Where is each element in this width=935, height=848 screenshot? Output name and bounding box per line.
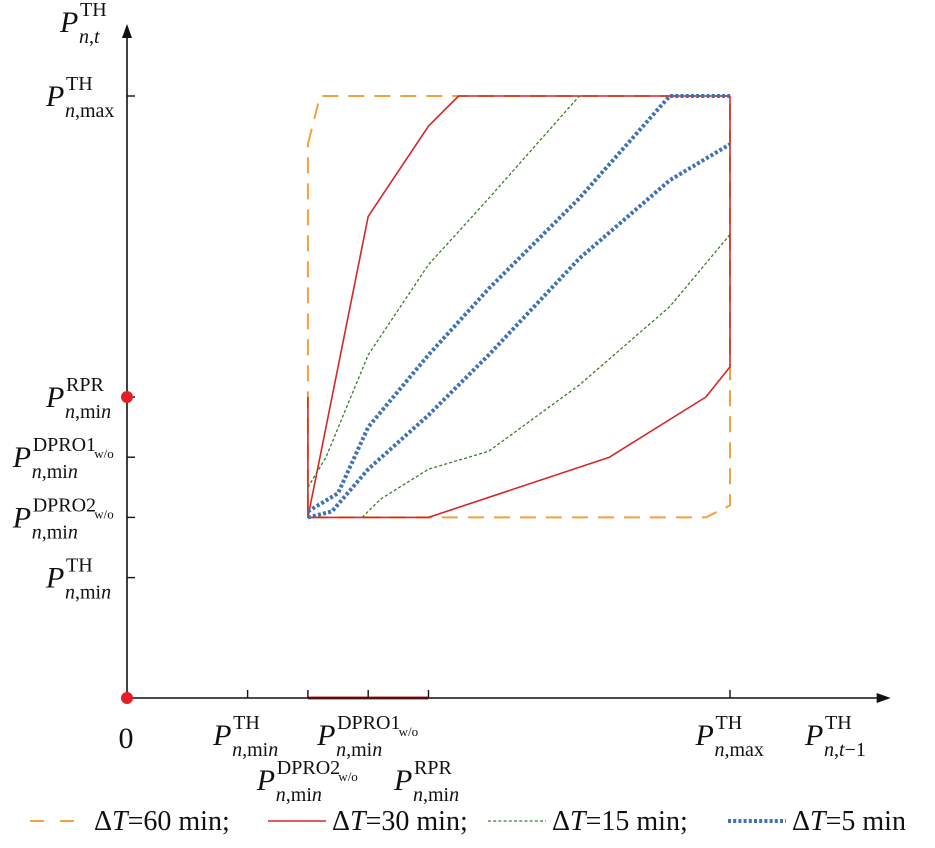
x-tick-label-3-main: P <box>393 764 412 797</box>
x-tick-label-4-main: P <box>695 719 714 752</box>
series-line-1-0 <box>307 95 731 519</box>
x-tick-label-0: P TH n,min <box>212 712 278 761</box>
series-line-3-0 <box>306 94 730 514</box>
y-tick-label-2-supsub: w/o <box>94 446 114 461</box>
legend-item-3: ΔT=5 min <box>728 806 906 837</box>
y-axis-arrow <box>122 23 132 38</box>
x-tick-label-4: P TH n,max <box>695 712 764 761</box>
x-tick-label-1-supsub: w/o <box>338 769 358 784</box>
x-tick-label-4-sub: n,max <box>715 739 764 761</box>
legend-label-0: ΔT=60 min; <box>94 806 230 837</box>
x-tick-label-3-sub: n,min <box>413 784 459 806</box>
y-tick-label-3-sub: n,min <box>65 401 111 423</box>
y-axis-title-sub: n,t <box>79 26 100 48</box>
x-tick-label-2-main: P <box>316 719 335 752</box>
y-tick-label-2-main: P <box>12 441 31 474</box>
legend: ΔT=60 min; ΔT=30 min; ΔT=15 min; ΔT=5 min <box>30 806 906 837</box>
series-line-2-1 <box>361 234 731 518</box>
y-tick-label-3-main: P <box>45 381 64 414</box>
series-line-2-0 <box>307 95 580 488</box>
x-axis-title-main: P <box>804 719 823 752</box>
legend-item-0: ΔT=60 min; <box>30 806 230 837</box>
x-tick-label-4-sup: TH <box>716 712 743 734</box>
y-tick-label-4-sub: n,max <box>65 100 114 122</box>
legend-item-1: ΔT=30 min; <box>268 806 468 837</box>
y-tick-label-2-sup: DPRO1 <box>33 434 96 456</box>
marker-dot-1 <box>121 391 133 403</box>
x-tick-label-0-sup: TH <box>233 712 260 734</box>
y-tick-label-1-main: P <box>12 501 31 534</box>
x-axis-title-sup: TH <box>825 712 852 734</box>
legend-label-3: ΔT=5 min <box>792 806 906 837</box>
y-tick-label-4-sup: TH <box>66 73 93 95</box>
legend-item-2: ΔT=15 min; <box>488 806 688 837</box>
y-tick-label-4-main: P <box>45 80 64 113</box>
legend-label-1: ΔT=30 min; <box>332 806 468 837</box>
x-tick-label-2-sub: n,min <box>336 739 382 761</box>
axes-layer <box>121 23 891 704</box>
origin-label: 0 <box>119 722 134 755</box>
y-tick-label-2-sub: n,min <box>32 461 78 483</box>
x-axis-title: P TH n,t−1 <box>804 712 866 761</box>
x-tick-label-0-sub: n,min <box>232 739 278 761</box>
y-tick-label-4: P TH n,max <box>45 73 114 122</box>
x-tick-label-3-sup: RPR <box>414 757 452 779</box>
y-axis-title: P TH n,t <box>59 0 107 48</box>
series-layer <box>306 94 732 520</box>
y-tick-label-1-sup: DPRO2 <box>33 494 96 516</box>
y-tick-label-0: P TH n,min <box>45 555 111 604</box>
y-tick-label-3-sup: RPR <box>66 374 104 396</box>
x-tick-label-3: P RPR n,min <box>393 757 459 806</box>
y-tick-label-3: P RPR n,min <box>45 374 111 423</box>
x-tick-label-1-sub: n,min <box>276 784 322 806</box>
y-axis-title-main: P <box>59 6 78 39</box>
series-line-0-0 <box>306 95 731 519</box>
y-tick-label-1-supsub: w/o <box>94 506 114 521</box>
x-tick-label-0-main: P <box>212 719 231 752</box>
series-line-3-1 <box>307 142 732 520</box>
y-axis-title-sup: TH <box>80 0 107 21</box>
y-tick-label-0-sup: TH <box>66 555 93 577</box>
legend-label-2: ΔT=15 min; <box>552 806 688 837</box>
x-axis-title-sub: n,t−1 <box>824 739 866 761</box>
x-tick-label-1-sup: DPRO2 <box>277 757 340 779</box>
x-tick-label-1-main: P <box>256 764 275 797</box>
x-tick-label-2-supsub: w/o <box>399 724 419 739</box>
x-axis-arrow <box>876 693 891 703</box>
x-tick-label-2-sup: DPRO1 <box>337 712 400 734</box>
y-tick-label-1-sub: n,min <box>32 521 78 543</box>
y-tick-label-0-sub: n,min <box>65 582 111 604</box>
y-tick-label-0-main: P <box>45 562 64 595</box>
marker-dot-0 <box>121 692 133 704</box>
